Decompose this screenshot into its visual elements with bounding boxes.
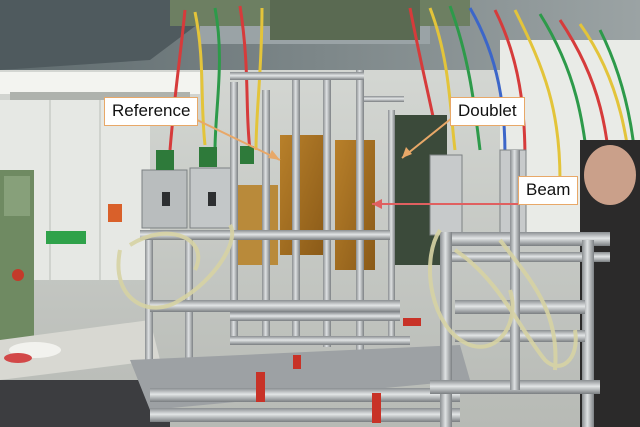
beam-label: Beam xyxy=(518,176,579,205)
reference-label: Reference xyxy=(104,97,199,126)
doublet-label: Doublet xyxy=(450,97,525,126)
